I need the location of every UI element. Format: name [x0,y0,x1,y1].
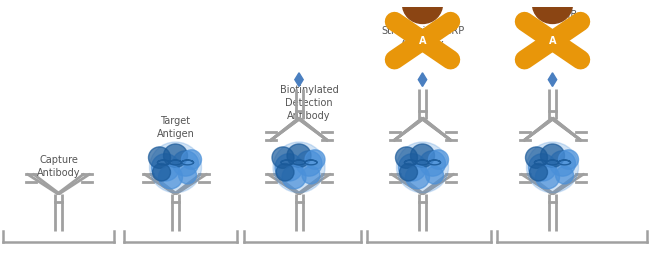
Circle shape [172,151,198,176]
Circle shape [282,165,306,189]
Circle shape [272,147,294,168]
Text: Biotinylated
Detection
Antibody: Biotinylated Detection Antibody [280,84,339,121]
Circle shape [396,142,448,193]
Circle shape [148,147,170,168]
Polygon shape [419,73,426,87]
Circle shape [275,154,303,181]
Text: HRP: HRP [543,0,562,9]
Circle shape [406,165,430,189]
Circle shape [153,164,170,181]
Circle shape [296,151,322,176]
Circle shape [305,150,325,169]
Text: Target
Antigen: Target Antigen [157,116,194,139]
Circle shape [532,0,573,23]
Polygon shape [549,73,556,87]
Circle shape [276,164,294,181]
Circle shape [411,144,434,167]
Circle shape [400,164,417,181]
Circle shape [536,165,560,189]
Text: A: A [549,36,556,46]
Circle shape [287,144,311,167]
Circle shape [528,154,556,181]
Text: Streptavidin-HRP
Complex: Streptavidin-HRP Complex [381,26,464,49]
Circle shape [426,166,443,184]
Circle shape [541,144,564,167]
Circle shape [419,151,445,176]
Circle shape [525,147,547,168]
Circle shape [530,164,547,181]
Circle shape [395,147,417,168]
Text: A: A [419,36,426,46]
Text: TMB: TMB [556,10,577,20]
Circle shape [402,0,443,23]
Circle shape [556,166,573,184]
Polygon shape [295,73,303,87]
Text: HRP: HRP [413,0,432,9]
Circle shape [164,144,187,167]
Text: Capture
Antibody: Capture Antibody [37,155,80,178]
Circle shape [302,166,320,184]
Circle shape [549,151,575,176]
Circle shape [150,142,202,193]
Circle shape [151,154,179,181]
Circle shape [558,150,578,169]
Circle shape [159,165,183,189]
Circle shape [526,142,578,193]
Circle shape [179,166,196,184]
Circle shape [181,150,202,169]
Circle shape [273,142,325,193]
Circle shape [398,154,426,181]
Circle shape [428,150,448,169]
